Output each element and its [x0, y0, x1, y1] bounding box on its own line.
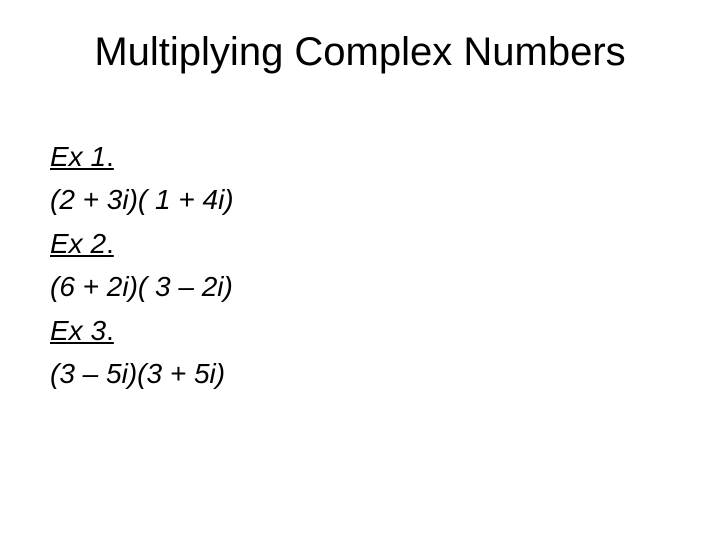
- slide-title: Multiplying Complex Numbers: [50, 30, 670, 75]
- example-block: Ex 1. (2 + 3i)( 1 + 4i): [50, 135, 670, 222]
- example-expression: (2 + 3i)( 1 + 4i): [50, 178, 670, 221]
- example-expression: (6 + 2i)( 3 – 2i): [50, 265, 670, 308]
- example-label: Ex 1.: [50, 135, 670, 178]
- example-expression: (3 – 5i)(3 + 5i): [50, 352, 670, 395]
- example-block: Ex 3. (3 – 5i)(3 + 5i): [50, 309, 670, 396]
- example-label: Ex 2.: [50, 222, 670, 265]
- example-label: Ex 3.: [50, 309, 670, 352]
- slide-content: Ex 1. (2 + 3i)( 1 + 4i) Ex 2. (6 + 2i)( …: [50, 135, 670, 395]
- example-block: Ex 2. (6 + 2i)( 3 – 2i): [50, 222, 670, 309]
